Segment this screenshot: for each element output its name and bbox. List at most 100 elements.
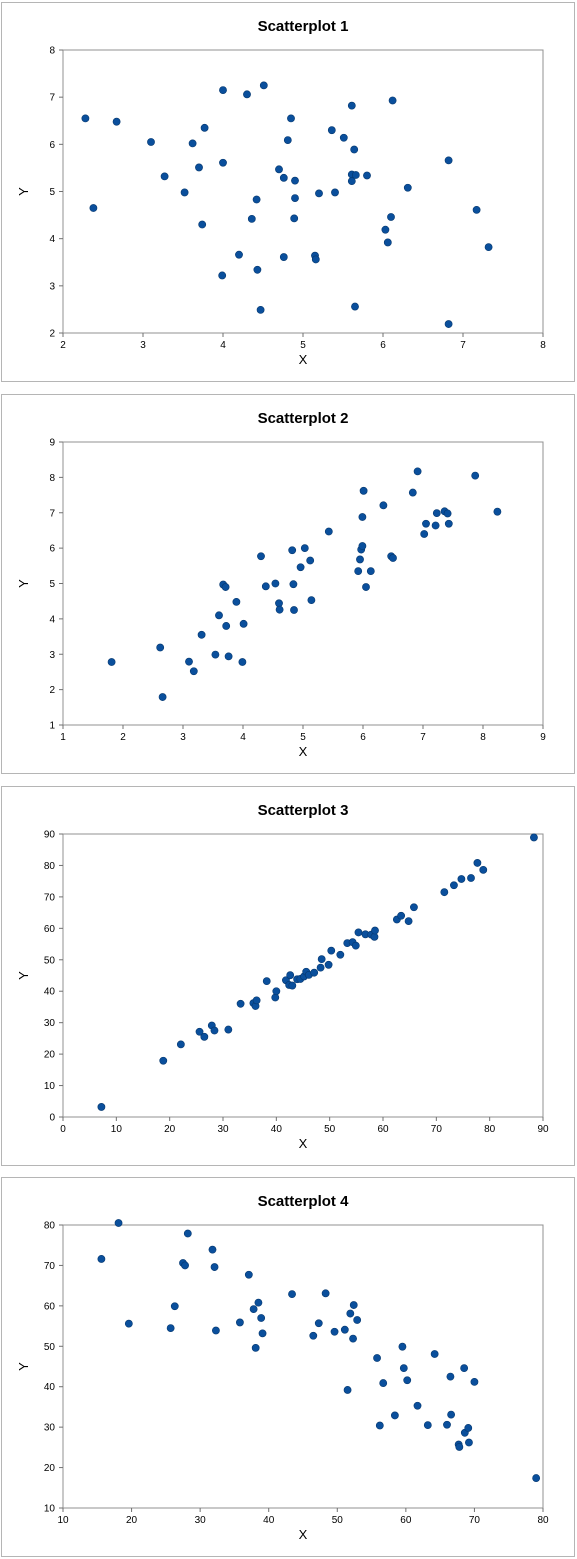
scatterplot-3-y-tick-label: 80 bbox=[44, 861, 56, 872]
scatterplot-2-point bbox=[185, 657, 193, 666]
scatterplot-2-x-tick-label: 2 bbox=[120, 732, 126, 743]
scatterplot-4-point bbox=[314, 1319, 323, 1328]
scatterplot-3-x-axis-label: X bbox=[299, 1136, 308, 1151]
scatterplot-3-y-tick-label: 70 bbox=[44, 892, 56, 903]
scatterplot-3-point bbox=[354, 928, 363, 937]
scatterplot-1-point bbox=[200, 123, 209, 132]
scatterplot-2-point bbox=[221, 583, 230, 591]
scatterplot-2-point bbox=[307, 596, 316, 605]
scatterplot-4-chart: Scatterplot 4 10 20 30 40 50 60 70 80 10 20 30 40 50 6… bbox=[16, 1193, 549, 1542]
scatterplot-4-point bbox=[460, 1364, 469, 1373]
scatterplot-1-point bbox=[444, 156, 453, 165]
scatterplot-4-y-tick-label: 20 bbox=[44, 1463, 56, 1474]
scatterplot-2-point bbox=[232, 597, 241, 606]
scatterplot-2-y-tick-label: 6 bbox=[49, 544, 55, 555]
scatterplot-1-point bbox=[403, 183, 412, 192]
scatterplot-4-point bbox=[532, 1474, 541, 1482]
scatterplot-4-x-tick-label: 80 bbox=[537, 1515, 549, 1526]
scatterplot-2-point bbox=[493, 507, 502, 516]
scatterplot-2-x-tick-label: 1 bbox=[60, 732, 66, 743]
scatterplot-4-y-tick-label: 70 bbox=[44, 1261, 56, 1272]
scatterplot-2-point bbox=[239, 619, 248, 628]
scatterplot-4-point bbox=[373, 1354, 381, 1362]
scatterplot-1-y-tick-label: 8 bbox=[49, 46, 55, 57]
scatterplot-1-x-tick-label: 5 bbox=[300, 340, 306, 351]
scatterplot-1-y-tick-label: 6 bbox=[49, 140, 55, 151]
scatterplot-1-x-tick-label: 3 bbox=[140, 340, 146, 351]
scatterplot-1-point bbox=[383, 238, 392, 247]
scatterplot-2-plot-area bbox=[62, 441, 544, 726]
scatterplot-4-x-axis-label: X bbox=[299, 1527, 308, 1542]
scatterplot-4-point bbox=[443, 1420, 451, 1429]
scatterplot-4-point bbox=[251, 1344, 260, 1352]
scatterplot-4-plot-area bbox=[62, 1224, 544, 1509]
scatterplot-1-y-tick-label: 5 bbox=[49, 187, 55, 198]
scatterplot-4-x-tick-label: 30 bbox=[195, 1515, 207, 1526]
scatterplot-1-x-axis-label: X bbox=[299, 352, 308, 367]
scatterplot-4-point bbox=[254, 1298, 263, 1307]
scatterplot-4-x-tick-label: 50 bbox=[332, 1515, 344, 1526]
scatterplot-2-x-tick-label: 9 bbox=[540, 732, 546, 743]
scatterplot-1-point bbox=[331, 188, 339, 197]
scatterplot-4-point bbox=[465, 1438, 473, 1447]
scatterplot-2-point bbox=[300, 544, 309, 553]
scatterplot-1-y-tick-label: 3 bbox=[49, 281, 55, 292]
scatterplot-4-point bbox=[446, 1372, 455, 1381]
scatterplot-4-point bbox=[343, 1386, 352, 1394]
scatterplot-1-point bbox=[243, 90, 251, 99]
scatterplot-1-point bbox=[291, 194, 299, 203]
scatterplot-3-point bbox=[288, 981, 297, 990]
scatterplot-1-title: Scatterplot 1 bbox=[258, 18, 349, 35]
scatterplot-3-x-tick-label: 50 bbox=[324, 1124, 336, 1135]
scatterplot-2-point bbox=[290, 606, 298, 614]
scatterplot-1-x-tick-label: 6 bbox=[380, 340, 386, 351]
scatterplot-3-point bbox=[176, 1040, 185, 1049]
scatterplot-2-point bbox=[296, 563, 305, 572]
scatterplot-4-point bbox=[114, 1219, 123, 1227]
scatterplot-3-title: Scatterplot 3 bbox=[258, 802, 349, 819]
scatterplot-4-point bbox=[398, 1342, 407, 1351]
scatterplot-2-y-axis-label: Y bbox=[16, 579, 31, 588]
scatterplot-1-point bbox=[259, 81, 268, 90]
scatterplot-3-point bbox=[200, 1032, 209, 1041]
scatterplot-3-point bbox=[236, 999, 245, 1008]
scatterplot-2-point bbox=[362, 583, 370, 591]
scatterplot-4-x-tick-label: 40 bbox=[263, 1515, 275, 1526]
scatterplot-2-chart: Scatterplot 2 1 2 3 4 5 6 7 8 9 1 2 3 4 5 6 7 8 9 X Y bbox=[16, 410, 546, 759]
scatterplot-1-point bbox=[147, 138, 155, 146]
scatterplot-4-point bbox=[379, 1379, 388, 1387]
scatterplot-3-y-axis-label: Y bbox=[16, 971, 31, 980]
scatterplot-3-y-tick-label: 40 bbox=[44, 987, 56, 998]
scatterplot-1-point bbox=[188, 139, 197, 148]
scatterplot-3-point bbox=[224, 1025, 233, 1034]
scatterplot-4-point bbox=[423, 1421, 432, 1430]
scatterplot-3-x-tick-label: 80 bbox=[484, 1124, 496, 1135]
scatterplot-2-point bbox=[289, 580, 298, 589]
scatterplot-2-x-tick-label: 4 bbox=[240, 732, 246, 743]
scatterplot-1-point bbox=[311, 255, 320, 264]
scatterplot-4-x-tick-label: 10 bbox=[57, 1515, 69, 1526]
scatterplot-2-point bbox=[261, 582, 270, 591]
scatterplot-3-point bbox=[336, 950, 345, 959]
scatterplot-4-point bbox=[309, 1331, 318, 1340]
scatterplot-1-plot-area bbox=[62, 49, 544, 334]
scatterplot-4-point bbox=[390, 1411, 399, 1420]
scatterplot-2-point bbox=[422, 519, 430, 528]
scatterplot-4-point bbox=[210, 1263, 219, 1271]
scatterplot-2-point bbox=[358, 542, 367, 550]
scatterplot-4-point bbox=[399, 1364, 408, 1373]
scatterplot-4-point bbox=[170, 1302, 179, 1311]
scatterplot-2-point bbox=[359, 486, 368, 495]
scatterplot-3-point bbox=[397, 911, 406, 920]
scatterplot-3-y-tick-label: 20 bbox=[44, 1050, 56, 1061]
scatterplot-2-y-tick-label: 2 bbox=[49, 685, 55, 696]
scatterplot-2-point bbox=[324, 527, 333, 536]
scatterplot-2-point bbox=[444, 519, 453, 528]
scatterplot-4-panel: Scatterplot 4 10 20 30 40 50 60 70 80 10 20 30 40 50 6… bbox=[1, 1177, 575, 1557]
scatterplot-3-x-tick-label: 20 bbox=[164, 1124, 176, 1135]
scatterplot-3-point bbox=[404, 917, 413, 926]
scatterplot-1-point bbox=[350, 145, 359, 154]
scatterplot-2-point bbox=[389, 554, 397, 562]
scatterplot-2-point bbox=[379, 501, 388, 510]
scatterplot-1-x-tick-label: 7 bbox=[460, 340, 466, 351]
